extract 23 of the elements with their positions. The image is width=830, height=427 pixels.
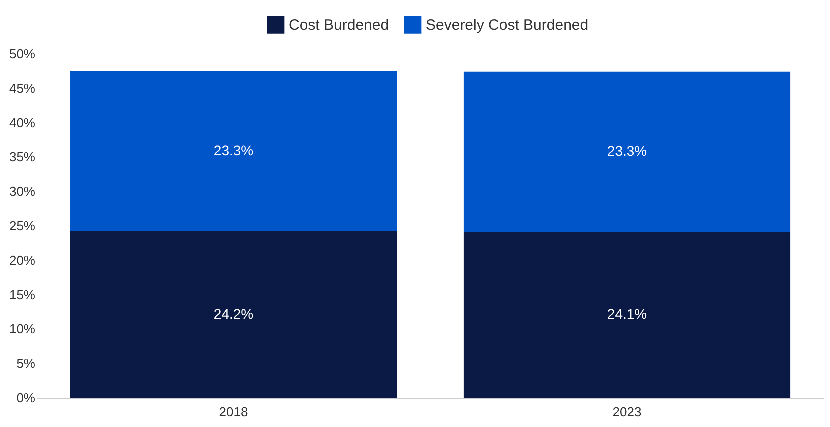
y-tick-label: 15% — [9, 287, 36, 302]
y-tick-label: 5% — [16, 356, 36, 372]
y-tick-label: 50% — [9, 46, 36, 62]
x-tick-label: 2023 — [612, 404, 642, 420]
y-tick-label: 45% — [9, 80, 36, 96]
y-tick-label: 40% — [9, 115, 36, 130]
y-tick-label: 35% — [9, 150, 36, 165]
bar — [70, 71, 398, 232]
bar — [464, 72, 791, 232]
legend-label: Cost Burdened — [289, 17, 390, 34]
bar — [70, 232, 398, 398]
legend-label: Severely Cost Burdened — [426, 17, 589, 34]
data-label: 24.1% — [607, 306, 648, 322]
y-tick-label: 0% — [16, 390, 36, 406]
data-label: 24.2% — [214, 306, 254, 322]
y-tick-label: 10% — [9, 322, 36, 337]
y-tick-label: 30% — [9, 184, 36, 200]
data-label: 23.3% — [607, 143, 648, 160]
data-label: 23.3% — [214, 142, 254, 158]
y-tick-label: 25% — [9, 218, 36, 234]
bar — [464, 232, 791, 398]
y-tick-label: 20% — [9, 252, 36, 268]
x-tick-label: 2018 — [219, 404, 248, 420]
